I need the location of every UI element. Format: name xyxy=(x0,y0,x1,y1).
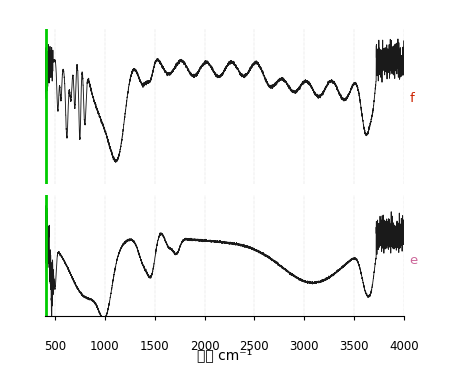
Text: e: e xyxy=(409,254,418,266)
Text: f: f xyxy=(409,92,414,106)
Text: 波数 cm⁻¹: 波数 cm⁻¹ xyxy=(197,348,252,362)
